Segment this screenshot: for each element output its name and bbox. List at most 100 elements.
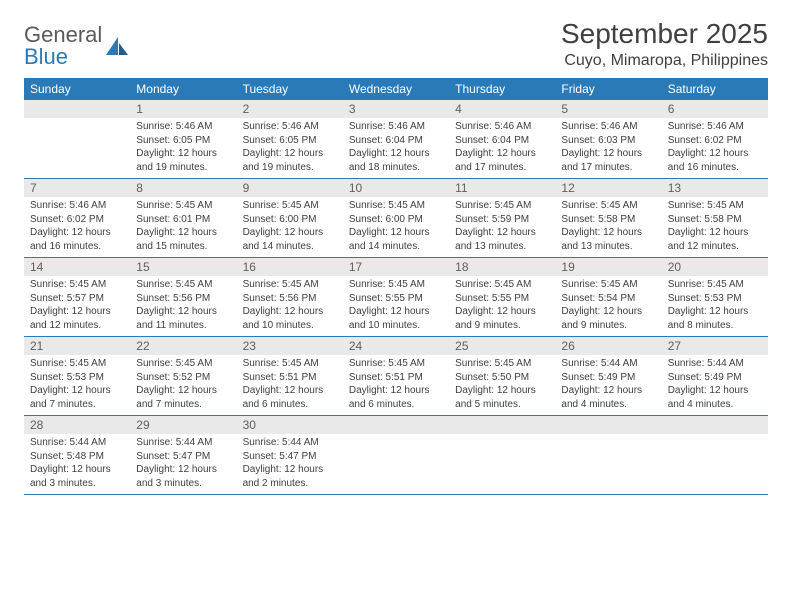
title-block: September 2025 Cuyo, Mimaropa, Philippin… bbox=[561, 18, 768, 70]
day-details: Sunrise: 5:45 AMSunset: 5:56 PMDaylight:… bbox=[130, 276, 236, 332]
day-cell: 30Sunrise: 5:44 AMSunset: 5:47 PMDayligh… bbox=[237, 416, 343, 494]
day-cell: 18Sunrise: 5:45 AMSunset: 5:55 PMDayligh… bbox=[449, 258, 555, 336]
dayname-header: Monday bbox=[130, 78, 236, 100]
day-number: 23 bbox=[237, 337, 343, 355]
day-number: 30 bbox=[237, 416, 343, 434]
day-cell: 3Sunrise: 5:46 AMSunset: 6:04 PMDaylight… bbox=[343, 100, 449, 178]
day-cell: 16Sunrise: 5:45 AMSunset: 5:56 PMDayligh… bbox=[237, 258, 343, 336]
day-number: 26 bbox=[555, 337, 661, 355]
day-number: 2 bbox=[237, 100, 343, 118]
day-cell: 24Sunrise: 5:45 AMSunset: 5:51 PMDayligh… bbox=[343, 337, 449, 415]
dayname-row: SundayMondayTuesdayWednesdayThursdayFrid… bbox=[24, 78, 768, 100]
brand-logo: General Blue bbox=[24, 18, 130, 68]
dayname-header: Wednesday bbox=[343, 78, 449, 100]
day-cell: 11Sunrise: 5:45 AMSunset: 5:59 PMDayligh… bbox=[449, 179, 555, 257]
day-details: Sunrise: 5:44 AMSunset: 5:47 PMDaylight:… bbox=[130, 434, 236, 490]
day-number: 16 bbox=[237, 258, 343, 276]
day-number: 6 bbox=[662, 100, 768, 118]
brand-word2: Blue bbox=[24, 44, 68, 69]
day-details: Sunrise: 5:45 AMSunset: 5:59 PMDaylight:… bbox=[449, 197, 555, 253]
day-details: Sunrise: 5:46 AMSunset: 6:04 PMDaylight:… bbox=[449, 118, 555, 174]
day-number: 8 bbox=[130, 179, 236, 197]
day-number: 29 bbox=[130, 416, 236, 434]
day-cell: 12Sunrise: 5:45 AMSunset: 5:58 PMDayligh… bbox=[555, 179, 661, 257]
day-details: Sunrise: 5:45 AMSunset: 6:00 PMDaylight:… bbox=[343, 197, 449, 253]
day-number bbox=[343, 416, 449, 434]
day-details: Sunrise: 5:46 AMSunset: 6:04 PMDaylight:… bbox=[343, 118, 449, 174]
day-cell: 8Sunrise: 5:45 AMSunset: 6:01 PMDaylight… bbox=[130, 179, 236, 257]
day-details: Sunrise: 5:45 AMSunset: 5:51 PMDaylight:… bbox=[237, 355, 343, 411]
day-number: 5 bbox=[555, 100, 661, 118]
day-number bbox=[662, 416, 768, 434]
day-details: Sunrise: 5:46 AMSunset: 6:05 PMDaylight:… bbox=[130, 118, 236, 174]
day-details: Sunrise: 5:45 AMSunset: 5:55 PMDaylight:… bbox=[343, 276, 449, 332]
day-details: Sunrise: 5:44 AMSunset: 5:48 PMDaylight:… bbox=[24, 434, 130, 490]
day-cell: 14Sunrise: 5:45 AMSunset: 5:57 PMDayligh… bbox=[24, 258, 130, 336]
day-cell: 23Sunrise: 5:45 AMSunset: 5:51 PMDayligh… bbox=[237, 337, 343, 415]
day-number: 17 bbox=[343, 258, 449, 276]
day-details: Sunrise: 5:46 AMSunset: 6:02 PMDaylight:… bbox=[662, 118, 768, 174]
day-cell: 2Sunrise: 5:46 AMSunset: 6:05 PMDaylight… bbox=[237, 100, 343, 178]
day-number: 22 bbox=[130, 337, 236, 355]
day-number: 14 bbox=[24, 258, 130, 276]
day-number bbox=[449, 416, 555, 434]
day-details: Sunrise: 5:45 AMSunset: 5:56 PMDaylight:… bbox=[237, 276, 343, 332]
day-details: Sunrise: 5:46 AMSunset: 6:05 PMDaylight:… bbox=[237, 118, 343, 174]
day-cell: 5Sunrise: 5:46 AMSunset: 6:03 PMDaylight… bbox=[555, 100, 661, 178]
day-number: 10 bbox=[343, 179, 449, 197]
day-details: Sunrise: 5:45 AMSunset: 5:50 PMDaylight:… bbox=[449, 355, 555, 411]
dayname-header: Tuesday bbox=[237, 78, 343, 100]
day-cell bbox=[24, 100, 130, 178]
day-details: Sunrise: 5:44 AMSunset: 5:47 PMDaylight:… bbox=[237, 434, 343, 490]
day-cell: 25Sunrise: 5:45 AMSunset: 5:50 PMDayligh… bbox=[449, 337, 555, 415]
day-cell bbox=[662, 416, 768, 494]
day-details: Sunrise: 5:45 AMSunset: 6:00 PMDaylight:… bbox=[237, 197, 343, 253]
week-row: 14Sunrise: 5:45 AMSunset: 5:57 PMDayligh… bbox=[24, 258, 768, 337]
day-details: Sunrise: 5:45 AMSunset: 5:54 PMDaylight:… bbox=[555, 276, 661, 332]
day-cell: 22Sunrise: 5:45 AMSunset: 5:52 PMDayligh… bbox=[130, 337, 236, 415]
day-cell: 9Sunrise: 5:45 AMSunset: 6:00 PMDaylight… bbox=[237, 179, 343, 257]
day-number: 13 bbox=[662, 179, 768, 197]
brand-text: General Blue bbox=[24, 24, 102, 68]
day-details: Sunrise: 5:45 AMSunset: 5:51 PMDaylight:… bbox=[343, 355, 449, 411]
day-cell: 27Sunrise: 5:44 AMSunset: 5:49 PMDayligh… bbox=[662, 337, 768, 415]
day-cell: 1Sunrise: 5:46 AMSunset: 6:05 PMDaylight… bbox=[130, 100, 236, 178]
day-cell: 21Sunrise: 5:45 AMSunset: 5:53 PMDayligh… bbox=[24, 337, 130, 415]
day-details: Sunrise: 5:46 AMSunset: 6:02 PMDaylight:… bbox=[24, 197, 130, 253]
week-row: 7Sunrise: 5:46 AMSunset: 6:02 PMDaylight… bbox=[24, 179, 768, 258]
day-cell: 10Sunrise: 5:45 AMSunset: 6:00 PMDayligh… bbox=[343, 179, 449, 257]
day-number: 20 bbox=[662, 258, 768, 276]
dayname-header: Sunday bbox=[24, 78, 130, 100]
week-row: 28Sunrise: 5:44 AMSunset: 5:48 PMDayligh… bbox=[24, 416, 768, 495]
day-details: Sunrise: 5:46 AMSunset: 6:03 PMDaylight:… bbox=[555, 118, 661, 174]
day-cell: 6Sunrise: 5:46 AMSunset: 6:02 PMDaylight… bbox=[662, 100, 768, 178]
day-details: Sunrise: 5:45 AMSunset: 6:01 PMDaylight:… bbox=[130, 197, 236, 253]
day-details: Sunrise: 5:45 AMSunset: 5:52 PMDaylight:… bbox=[130, 355, 236, 411]
day-number: 15 bbox=[130, 258, 236, 276]
dayname-header: Friday bbox=[555, 78, 661, 100]
day-number: 25 bbox=[449, 337, 555, 355]
header: General Blue September 2025 Cuyo, Mimaro… bbox=[24, 18, 768, 70]
calendar-page: General Blue September 2025 Cuyo, Mimaro… bbox=[0, 0, 792, 513]
weeks-container: 1Sunrise: 5:46 AMSunset: 6:05 PMDaylight… bbox=[24, 100, 768, 495]
day-number: 3 bbox=[343, 100, 449, 118]
day-number: 1 bbox=[130, 100, 236, 118]
day-number: 7 bbox=[24, 179, 130, 197]
location-subtitle: Cuyo, Mimaropa, Philippines bbox=[561, 52, 768, 70]
day-details: Sunrise: 5:45 AMSunset: 5:53 PMDaylight:… bbox=[662, 276, 768, 332]
day-number: 27 bbox=[662, 337, 768, 355]
day-details: Sunrise: 5:45 AMSunset: 5:58 PMDaylight:… bbox=[555, 197, 661, 253]
calendar-grid: SundayMondayTuesdayWednesdayThursdayFrid… bbox=[24, 78, 768, 495]
day-cell: 28Sunrise: 5:44 AMSunset: 5:48 PMDayligh… bbox=[24, 416, 130, 494]
day-cell bbox=[343, 416, 449, 494]
day-details: Sunrise: 5:44 AMSunset: 5:49 PMDaylight:… bbox=[662, 355, 768, 411]
dayname-header: Saturday bbox=[662, 78, 768, 100]
day-details: Sunrise: 5:45 AMSunset: 5:53 PMDaylight:… bbox=[24, 355, 130, 411]
day-number bbox=[24, 100, 130, 118]
month-title: September 2025 bbox=[561, 18, 768, 50]
day-cell: 7Sunrise: 5:46 AMSunset: 6:02 PMDaylight… bbox=[24, 179, 130, 257]
day-cell: 4Sunrise: 5:46 AMSunset: 6:04 PMDaylight… bbox=[449, 100, 555, 178]
day-cell: 15Sunrise: 5:45 AMSunset: 5:56 PMDayligh… bbox=[130, 258, 236, 336]
day-number: 11 bbox=[449, 179, 555, 197]
day-details: Sunrise: 5:45 AMSunset: 5:58 PMDaylight:… bbox=[662, 197, 768, 253]
